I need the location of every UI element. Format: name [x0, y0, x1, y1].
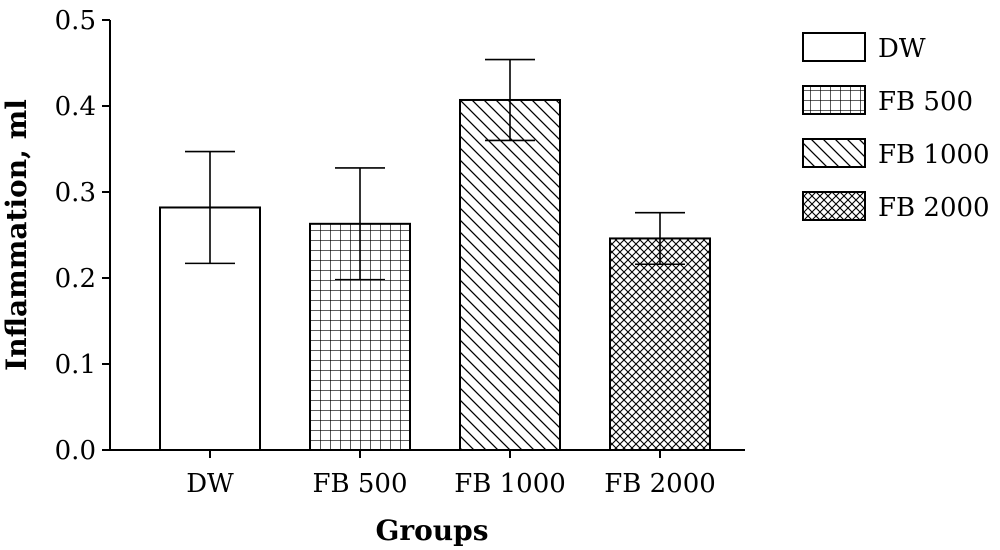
legend: DW FB 500 FB 1000 FB 2000	[802, 32, 990, 223]
legend-label: FB 2000	[878, 193, 990, 223]
x-tick-label: FB 2000	[604, 469, 716, 499]
legend-label: FB 500	[878, 87, 973, 117]
bar-fb-2000	[609, 237, 711, 451]
y-tick-label: 0.5	[55, 6, 96, 36]
x-axis-title: Groups	[375, 514, 488, 547]
x-tick-label: FB 1000	[454, 469, 566, 499]
bar-fb-1000	[459, 98, 561, 451]
legend-label: DW	[878, 34, 926, 64]
legend-label: FB 1000	[878, 140, 990, 170]
y-tick-label: 0.4	[55, 92, 96, 122]
y-tick-label: 0.0	[55, 436, 96, 466]
y-axis-title: Inflammation, ml	[0, 99, 33, 371]
legend-swatch	[802, 191, 866, 221]
y-tick-label: 0.2	[55, 264, 96, 294]
y-tick-label: 0.1	[55, 350, 96, 380]
legend-swatch	[802, 32, 866, 62]
y-tick-label: 0.3	[55, 178, 96, 208]
legend-swatch	[802, 85, 866, 115]
x-tick-label: DW	[186, 469, 234, 499]
x-tick-label: FB 500	[312, 469, 407, 499]
legend-swatch	[802, 138, 866, 168]
